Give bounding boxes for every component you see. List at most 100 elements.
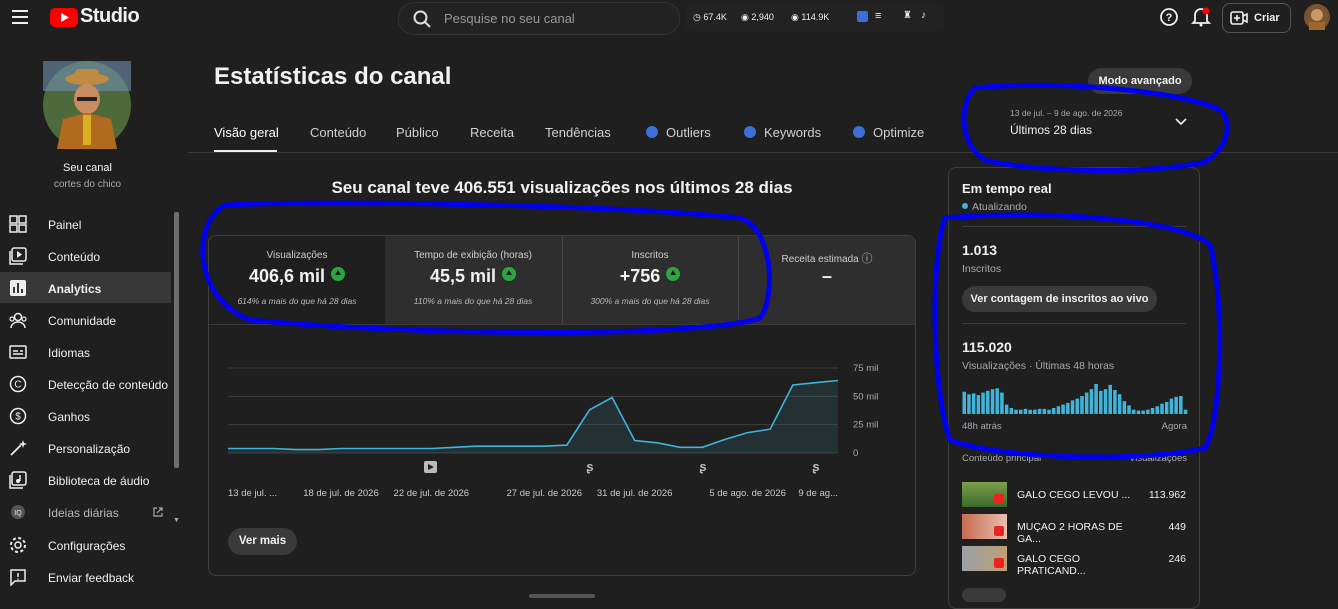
search-box[interactable]: Pesquise no seu canal	[398, 2, 680, 35]
tab[interactable]: Outliers	[646, 125, 711, 140]
youtube-logo[interactable]	[50, 8, 78, 27]
thumbnail[interactable]	[962, 514, 1007, 539]
bar	[1061, 404, 1065, 414]
shorts-icon[interactable]: ʂ	[586, 459, 593, 474]
thumbnail[interactable]	[962, 482, 1007, 507]
bar	[1019, 409, 1023, 414]
bar	[990, 389, 995, 414]
notifications-icon[interactable]	[1190, 6, 1212, 28]
advanced-mode-button[interactable]: Modo avançado	[1088, 68, 1192, 94]
thumbnail[interactable]	[962, 546, 1007, 571]
metric-label: Inscritos	[631, 250, 669, 261]
trend-up-icon	[331, 267, 346, 281]
nav-item[interactable]: Painel	[48, 218, 82, 232]
bar	[967, 394, 971, 414]
bar	[1037, 408, 1042, 414]
nav-item[interactable]: Biblioteca de áudio	[48, 474, 150, 488]
shorts-badge	[994, 558, 1004, 568]
bar	[1066, 402, 1070, 414]
help-icon[interactable]: ?	[1159, 7, 1179, 27]
metric-label: Tempo de exibição (horas)	[414, 250, 532, 261]
channel-handle: cortes do chico	[53, 179, 122, 190]
tabs-divider	[188, 152, 1338, 153]
copyright-icon: C	[9, 375, 27, 393]
metric-card[interactable]: Tempo de exibição (horas) 45,5 mil 110% …	[385, 236, 561, 324]
metric-card[interactable]: Inscritos +756 300% a mais do que há 28 …	[562, 236, 738, 324]
ideas-icon: IQ	[11, 505, 25, 519]
metric-card-selected[interactable]: Visualizações 406,6 mil 614% a mais do q…	[209, 236, 385, 324]
trophy-icon[interactable]: ♜	[903, 10, 912, 21]
audio-library-icon	[9, 471, 27, 489]
channel-avatar[interactable]	[43, 61, 131, 149]
logo-text: Studio	[80, 5, 140, 27]
content-title[interactable]: GALO CEGO LEVOU ...	[1017, 489, 1131, 501]
nav-item[interactable]: Personalização	[48, 442, 131, 456]
metric-value: 406,6 mil	[248, 266, 326, 286]
see-more-button[interactable]: Ver mais	[228, 528, 297, 555]
list-icon[interactable]: ≡	[875, 10, 882, 22]
metric-row-divider	[209, 324, 915, 325]
metric-card[interactable]: Receita estimada ⓘ –	[739, 236, 915, 324]
bar	[1164, 402, 1169, 414]
info-icon: ⓘ	[861, 253, 873, 265]
bar	[1127, 405, 1131, 414]
nav-item[interactable]: Idiomas	[48, 346, 91, 360]
content-title[interactable]: MUÇAO 2 HORAS DE GA...	[1017, 521, 1123, 545]
see-more-realtime[interactable]	[962, 588, 1006, 602]
tab[interactable]: Receita	[470, 125, 515, 140]
x-tick-label: 22 de jul. de 2026	[394, 488, 470, 499]
feedback-icon	[10, 569, 26, 586]
nav-item[interactable]: Ganhos	[48, 410, 91, 424]
shorts-icon[interactable]: ʂ	[812, 459, 819, 474]
bell-small-icon[interactable]: ♪	[921, 10, 926, 21]
tab[interactable]: Optimize	[853, 125, 924, 140]
nav-item[interactable]: Conteúdo	[48, 250, 101, 264]
shorts-icon[interactable]: ʂ	[699, 459, 706, 474]
tab[interactable]: Conteúdo	[310, 125, 367, 140]
languages-icon	[9, 345, 27, 359]
bar	[1094, 384, 1098, 414]
scrollbar[interactable]	[174, 212, 179, 468]
date-picker[interactable]: 13 de jul. – 9 de ago. de 2026 Últimos 2…	[990, 98, 1200, 142]
realtime-title: Em tempo real	[962, 181, 1052, 196]
tab-label: Keywords	[764, 125, 822, 140]
scroll-arrow[interactable]: ▼	[173, 517, 180, 524]
tab-active[interactable]: Visão geral	[214, 125, 279, 140]
external-link-icon[interactable]	[152, 506, 164, 518]
tab[interactable]: Público	[396, 125, 439, 140]
trend-up-icon	[502, 267, 517, 281]
create-button[interactable]: Criar	[1222, 3, 1291, 33]
content-icon	[9, 247, 27, 265]
bar	[1004, 404, 1009, 414]
menu-icon[interactable]	[12, 10, 28, 24]
earn-icon: $	[9, 407, 27, 425]
top-content-label: Conteúdo principal	[962, 453, 1042, 464]
tab[interactable]: Keywords	[744, 125, 821, 140]
content-title[interactable]: GALO CEGO PRATICAND...	[1017, 553, 1086, 577]
dashboard-icon	[9, 215, 27, 233]
bar	[981, 392, 985, 414]
page-title: Estatísticas do canal	[214, 63, 452, 90]
views-label: Visualizações · Últimas 48 horas	[962, 360, 1115, 372]
bar	[1136, 410, 1141, 414]
live-count-button[interactable]: Ver contagem de inscritos ao vivo	[962, 286, 1157, 312]
nav-item[interactable]: Comunidade	[48, 314, 117, 328]
nav-item[interactable]: Detecção de conteúdo	[48, 378, 169, 392]
extension-icon[interactable]	[857, 11, 868, 22]
metric-label: Visualizações	[266, 250, 328, 261]
metric-label-wrap: Receita estimada ⓘ	[739, 250, 915, 266]
scroll-indicator	[529, 594, 595, 598]
bar	[1113, 390, 1117, 414]
bar	[1160, 403, 1164, 414]
nav-item-active[interactable]: Analytics	[48, 282, 102, 296]
tab-label: Optimize	[873, 125, 925, 140]
realtime-status: Atualizando	[962, 201, 1027, 213]
tab[interactable]: Tendências	[545, 125, 611, 140]
account-avatar[interactable]	[1304, 4, 1330, 30]
nav-item[interactable]: Enviar feedback	[48, 571, 135, 585]
nav-item[interactable]: Ideias diárias	[48, 506, 119, 520]
tab-icon	[853, 126, 865, 138]
status-dot	[962, 203, 968, 209]
bar	[1122, 401, 1127, 414]
nav-item[interactable]: Configurações	[48, 539, 126, 553]
